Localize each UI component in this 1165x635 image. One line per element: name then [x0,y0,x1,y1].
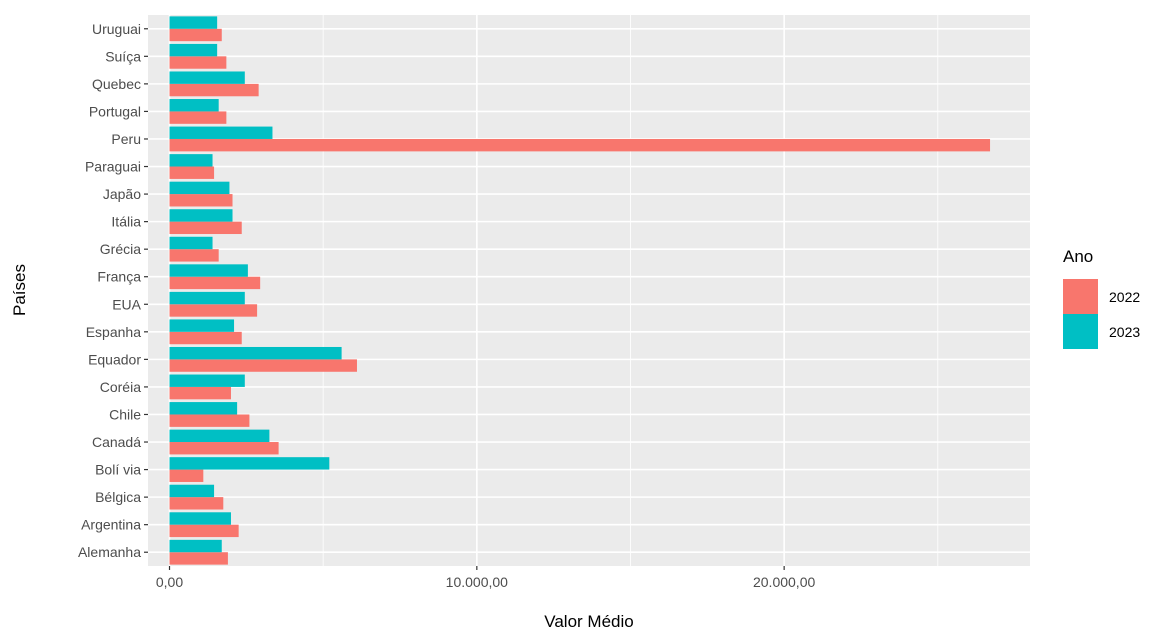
grid-minor [322,15,939,566]
y-tick-label: Espanha [86,324,141,340]
bar-2023-6 [169,374,245,387]
bar-2023-4 [169,429,270,443]
y-tick-label: Argentina [81,517,141,533]
bar-2023-14 [169,154,213,167]
bar-2022-7 [169,359,357,372]
bar-2023-16 [169,99,219,112]
bar-2023-7 [169,346,342,360]
y-tick-label: Bolí via [95,462,141,478]
y-axis: Alemanha Argentina Bélgica Bolí via Canadá Ch… [78,21,148,560]
bar-2023-5 [169,402,238,415]
bar-2022-16 [169,111,227,124]
y-tick-label: Chile [109,406,141,422]
bar-2022-6 [169,386,231,400]
bar-2023-0 [169,539,222,553]
bar-2022-4 [169,442,279,455]
y-tick-label: Peru [111,131,141,147]
bar-2022-10 [169,276,261,290]
bar-2022-17 [169,83,259,97]
legend-title: Ano [1063,247,1093,266]
y-tick-label: Equador [88,351,141,367]
y-tick-label: França [97,269,141,285]
y-tick-label: Paraguai [85,159,141,175]
x-axis-title: Valor Médio [544,612,633,631]
plot-panel [148,15,1030,566]
bar-2023-11 [169,236,213,250]
y-tick-label: Uruguai [92,21,141,37]
bar-2023-13 [169,181,230,195]
legend-label-2023: 2023 [1109,324,1140,340]
bar-2022-13 [169,194,233,207]
bar-2022-14 [169,166,215,179]
bar-2023-10 [169,264,248,277]
bar-2022-19 [169,28,222,42]
y-tick-label: Quebec [92,76,141,92]
y-tick-label: EUA [112,296,141,312]
bars [169,16,991,565]
bar-2022-12 [169,221,242,235]
y-tick-label: Suíça [105,48,141,64]
y-tick-label: Coréia [100,379,141,395]
bar-2022-1 [169,524,239,538]
bar-2022-5 [169,414,250,427]
legend-label-2022: 2022 [1109,289,1140,305]
y-tick-label: Japão [103,186,141,202]
bar-2023-18 [169,43,218,57]
bar-2022-18 [169,56,227,69]
bar-2022-3 [169,469,204,482]
bar-2022-8 [169,331,242,345]
legend-key-2023 [1063,314,1098,349]
bar-2023-1 [169,512,231,525]
bar-2022-15 [169,138,991,152]
bar-2023-2 [169,484,215,498]
bar-2023-8 [169,319,235,332]
x-axis: 0,00 10.000,00 20.000,00 [156,566,815,590]
bar-2022-11 [169,249,219,262]
bar-2022-2 [169,497,224,510]
y-tick-label: Canadá [92,434,141,450]
bar-2023-9 [169,291,245,305]
bar-2023-17 [169,71,245,84]
bar-2023-12 [169,209,233,222]
y-tick-label: Alemanha [78,544,141,560]
bar-2023-19 [169,16,218,29]
bar-2022-0 [169,552,228,565]
x-tick-label: 0,00 [156,574,183,590]
bar-2023-15 [169,126,273,139]
y-tick-label: Portugal [89,103,141,119]
x-tick-label: 20.000,00 [753,574,815,590]
legend: Ano 2022 2023 [1063,247,1140,349]
bar-2023-3 [169,457,330,470]
y-tick-label: Itália [111,214,141,230]
x-tick-label: 10.000,00 [446,574,508,590]
legend-key-2022 [1063,279,1098,314]
y-tick-label: Grécia [100,241,141,257]
y-tick-label: Bélgica [95,489,141,505]
y-axis-title: Países [10,264,29,316]
bar-2022-9 [169,304,258,317]
grid-major [148,15,1030,566]
